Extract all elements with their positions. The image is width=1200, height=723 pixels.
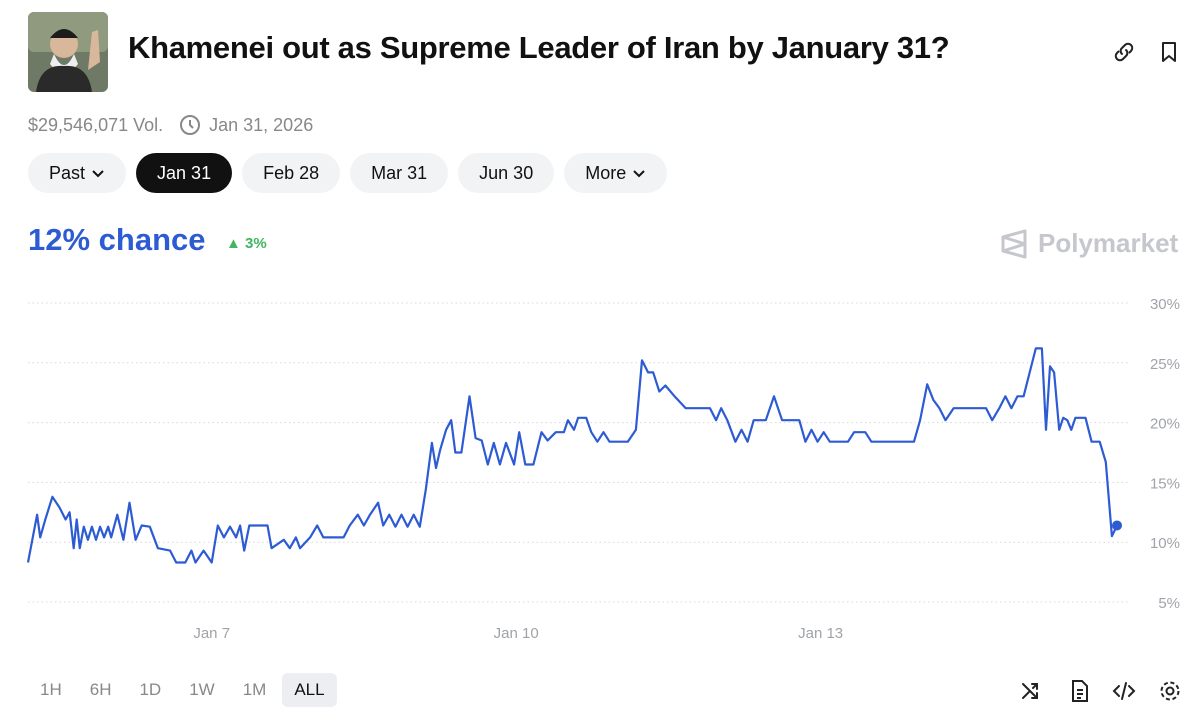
chart: 5% 10% 15% 20% 25% 30% Jan 7 Jan 10 Jan 13 (26, 296, 1180, 642)
document-icon[interactable] (1072, 680, 1088, 702)
y-tick-label: 15% (1150, 475, 1180, 492)
shuffle-icon[interactable] (1022, 683, 1038, 699)
embed-icon[interactable] (1112, 682, 1136, 700)
clock-icon (180, 115, 201, 135)
brand-logo (1001, 229, 1027, 258)
change-value: 3% (245, 235, 267, 252)
chance: 12% chance (28, 222, 206, 257)
range-button[interactable]: ALL (282, 673, 337, 707)
x-tick-label: Jan 7 (193, 625, 230, 642)
chevron-icon (633, 170, 645, 178)
end-date: Jan 31, 2026 (209, 114, 314, 135)
date-tab[interactable]: Jun 30 (458, 153, 555, 193)
market-image (28, 12, 108, 92)
link-icon[interactable] (1112, 40, 1136, 64)
y-tick-label: 10% (1150, 535, 1180, 552)
tab-label: Mar 31 (371, 162, 428, 183)
date-tab[interactable]: Feb 28 (242, 153, 341, 193)
settings-icon[interactable] (1160, 681, 1180, 701)
date-tab[interactable]: More (564, 153, 668, 193)
range-button[interactable]: 1H (40, 680, 62, 699)
brand: Polymarket (1000, 228, 1178, 259)
chevron-icon (92, 170, 104, 178)
change: ▲ 3% (226, 235, 267, 252)
x-tick-label: Jan 13 (798, 625, 843, 642)
price-line (26, 347, 1118, 564)
tab-label: More (585, 162, 627, 183)
range-button[interactable]: 1D (139, 680, 162, 699)
range-button[interactable]: 6H (89, 680, 112, 699)
date-tabs: Past Jan 31 Feb 28 Mar 31 Jun 30 More (28, 153, 668, 193)
y-tick-label: 20% (1150, 416, 1180, 433)
date-tab[interactable]: Mar 31 (350, 153, 449, 193)
tab-label: Jan 31 (157, 162, 212, 183)
volume: $29,546,071 Vol. (28, 114, 164, 135)
y-tick-label: 25% (1150, 356, 1180, 373)
brand-name: Polymarket (1038, 228, 1179, 258)
last-point (1112, 520, 1122, 531)
date-tab[interactable]: Past (28, 153, 127, 193)
chevron (633, 170, 645, 178)
date-tab[interactable]: Jan 31 (136, 153, 233, 193)
tab-label: Feb 28 (263, 162, 320, 183)
range-buttons: 1H 6H 1D 1W 1M ALL (28, 673, 337, 707)
bookmark-icon[interactable] (1157, 40, 1181, 64)
market-meta: $29,546,071 Vol. Jan 31, 2026 (28, 114, 313, 136)
chart-tools (1022, 680, 1180, 702)
tab-label: Past (49, 162, 86, 183)
x-tick-label: Jan 10 (494, 625, 539, 642)
market-title: Khamenei out as Supreme Leader of Iran b… (128, 30, 950, 65)
tab-label: Jun 30 (479, 162, 534, 183)
y-tick-label: 5% (1158, 595, 1180, 612)
y-tick-label: 30% (1150, 296, 1180, 313)
range-button[interactable]: 1M (242, 680, 267, 699)
range-button[interactable]: 1W (189, 680, 215, 699)
chevron (92, 170, 104, 178)
